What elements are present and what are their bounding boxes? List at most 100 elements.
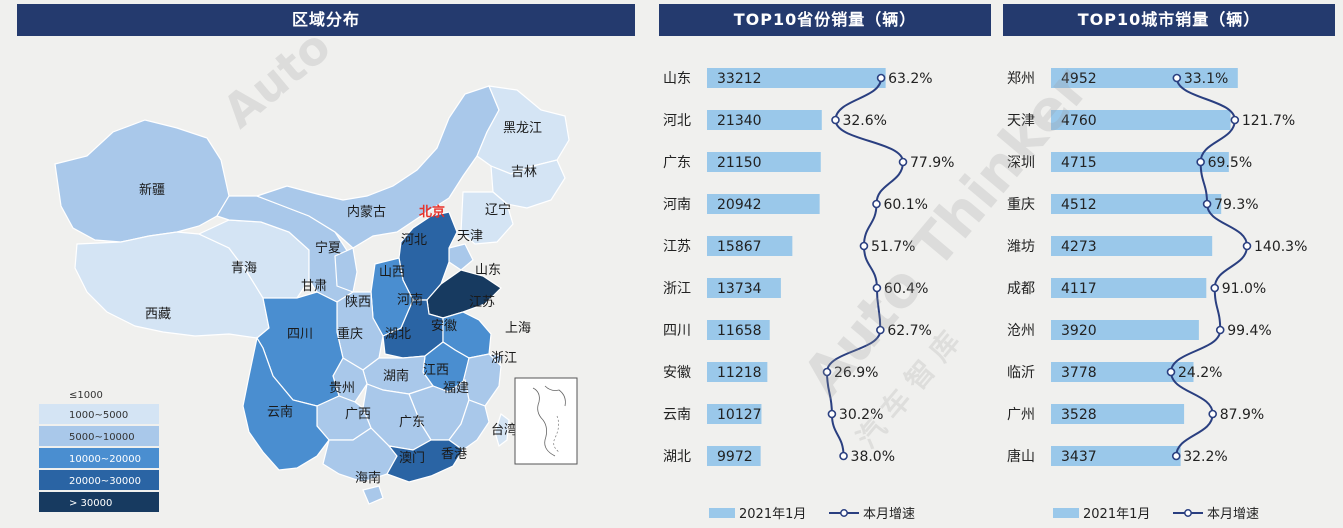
city-category-label: 广州 xyxy=(1007,407,1035,423)
map-legend-label: ≤1000 xyxy=(69,390,103,401)
map-region xyxy=(494,413,510,448)
province-bar-value-label: 15867 xyxy=(717,239,762,255)
city-category-label: 郑州 xyxy=(1007,71,1035,87)
city-top10-panel: TOP10城市销量（辆） 郑州 4952 天津 4760 深圳 4715 重庆 4512 潍坊 4… xyxy=(1003,4,1335,524)
city-bar xyxy=(1051,110,1231,130)
city-growth-label: 69.5% xyxy=(1208,155,1252,171)
city-legend-line-label: 本月增速 xyxy=(1207,507,1259,522)
city-growth-label: 99.4% xyxy=(1227,323,1271,339)
province-bar-value-label: 11218 xyxy=(717,365,762,381)
city-bar xyxy=(1051,152,1229,172)
city-bar-value-label: 4512 xyxy=(1061,197,1097,213)
city-growth-label: 87.9% xyxy=(1220,407,1264,423)
city-bar xyxy=(1051,68,1238,88)
map-region-label: 云南 xyxy=(267,404,293,420)
city-category-label: 成都 xyxy=(1007,281,1035,297)
province-growth-label: 26.9% xyxy=(834,365,878,381)
province-chart: 山东 33212 河北 21340 广东 21150 河南 20942 江苏 15867 浙江 137… xyxy=(663,68,954,522)
map-region xyxy=(362,485,384,505)
city-category-label: 潍坊 xyxy=(1007,239,1035,255)
province-category-label: 河南 xyxy=(663,197,691,213)
map-region-label: 重庆 xyxy=(337,326,363,342)
city-bar-value-label: 3920 xyxy=(1061,323,1097,339)
province-growth-point xyxy=(898,157,908,167)
city-chart: 郑州 4952 天津 4760 深圳 4715 重庆 4512 潍坊 4273 成都 4117 沧州 39… xyxy=(1007,68,1307,522)
map-region-label: 湖南 xyxy=(383,368,409,384)
province-growth-line xyxy=(825,77,905,457)
province-bar xyxy=(707,110,822,130)
province-growth-point xyxy=(872,199,881,209)
city-growth-point xyxy=(1208,409,1217,419)
city-growth-label: 91.0% xyxy=(1222,281,1266,297)
province-bar xyxy=(707,236,793,256)
province-growth-label: 60.4% xyxy=(884,281,928,297)
map-region-label: 湖北 xyxy=(385,327,411,342)
city-bar-value-label: 4273 xyxy=(1061,239,1097,255)
province-growth-label: 60.1% xyxy=(883,197,927,213)
city-growth-point xyxy=(1171,451,1181,461)
province-legend-line-marker xyxy=(840,509,848,517)
province-legend-bar-label: 2021年1月 xyxy=(739,507,806,522)
province-growth-label: 32.6% xyxy=(842,113,886,129)
province-panel-title: TOP10省份销量（辆） xyxy=(659,4,991,36)
map-region xyxy=(54,119,230,243)
province-category-label: 云南 xyxy=(663,407,691,423)
city-growth-point xyxy=(1215,325,1225,335)
province-category-label: 江苏 xyxy=(663,239,691,255)
province-bar xyxy=(707,320,770,340)
city-bar xyxy=(1051,278,1207,298)
map-region-label: 台湾 xyxy=(491,422,517,438)
map-region-label: 山西 xyxy=(379,265,405,280)
city-bar-value-label: 3778 xyxy=(1061,365,1097,381)
city-growth-label: 24.2% xyxy=(1178,365,1222,381)
province-legend-line-label: 本月增速 xyxy=(863,507,915,522)
city-bar xyxy=(1051,320,1199,340)
city-growth-point xyxy=(1196,157,1205,167)
province-legend-bar-swatch xyxy=(709,508,735,518)
province-growth-point xyxy=(831,115,840,125)
map-region-label: 河北 xyxy=(401,233,427,248)
map-region-label: 广东 xyxy=(399,415,425,430)
city-growth-point xyxy=(1166,367,1176,377)
province-bar xyxy=(707,152,821,172)
province-bar xyxy=(707,68,886,88)
map-region-label: 辽宁 xyxy=(485,202,511,218)
city-bar xyxy=(1051,194,1222,214)
map-legend-label: 1000~5000 xyxy=(69,410,128,421)
map-region-label: 新疆 xyxy=(139,182,165,198)
province-bar-value-label: 11658 xyxy=(717,323,762,339)
city-bar xyxy=(1051,446,1181,466)
city-panel-title: TOP10城市销量（辆） xyxy=(1003,4,1335,36)
map-region-label: 贵州 xyxy=(329,381,355,396)
map-region-label: 黑龙江 xyxy=(503,121,542,136)
map-region xyxy=(334,247,358,293)
city-growth-label: 79.3% xyxy=(1214,197,1258,213)
city-category-label: 深圳 xyxy=(1007,155,1035,171)
province-category-label: 四川 xyxy=(663,323,691,339)
city-legend-bar-label: 2021年1月 xyxy=(1083,507,1150,522)
map-region-label: 陕西 xyxy=(345,295,371,310)
province-growth-point xyxy=(859,241,869,251)
province-growth-point xyxy=(876,325,885,335)
map-region-label: 北京 xyxy=(419,204,445,220)
map-region-label: 上海 xyxy=(505,321,531,336)
map-region-label: 宁夏 xyxy=(315,240,341,256)
map-region-label: 福建 xyxy=(443,381,469,396)
city-legend-line-marker xyxy=(1184,509,1192,517)
map-legend-swatch xyxy=(39,492,159,512)
city-bar-value-label: 4117 xyxy=(1061,281,1097,297)
map-legend-label: 10000~20000 xyxy=(69,454,141,465)
city-growth-point xyxy=(1230,115,1240,125)
province-growth-label: 51.7% xyxy=(871,239,915,255)
map-region-label: 海南 xyxy=(355,470,381,486)
map-region-label: 河南 xyxy=(397,292,423,308)
province-growth-label: 30.2% xyxy=(839,407,883,423)
province-growth-point xyxy=(822,367,832,377)
province-category-label: 山东 xyxy=(663,71,691,87)
map-region-label: 浙江 xyxy=(491,351,517,366)
city-bar xyxy=(1051,404,1185,424)
map-region xyxy=(448,243,474,271)
province-bar xyxy=(707,446,761,466)
map-panel-title: 区域分布 xyxy=(17,4,635,36)
